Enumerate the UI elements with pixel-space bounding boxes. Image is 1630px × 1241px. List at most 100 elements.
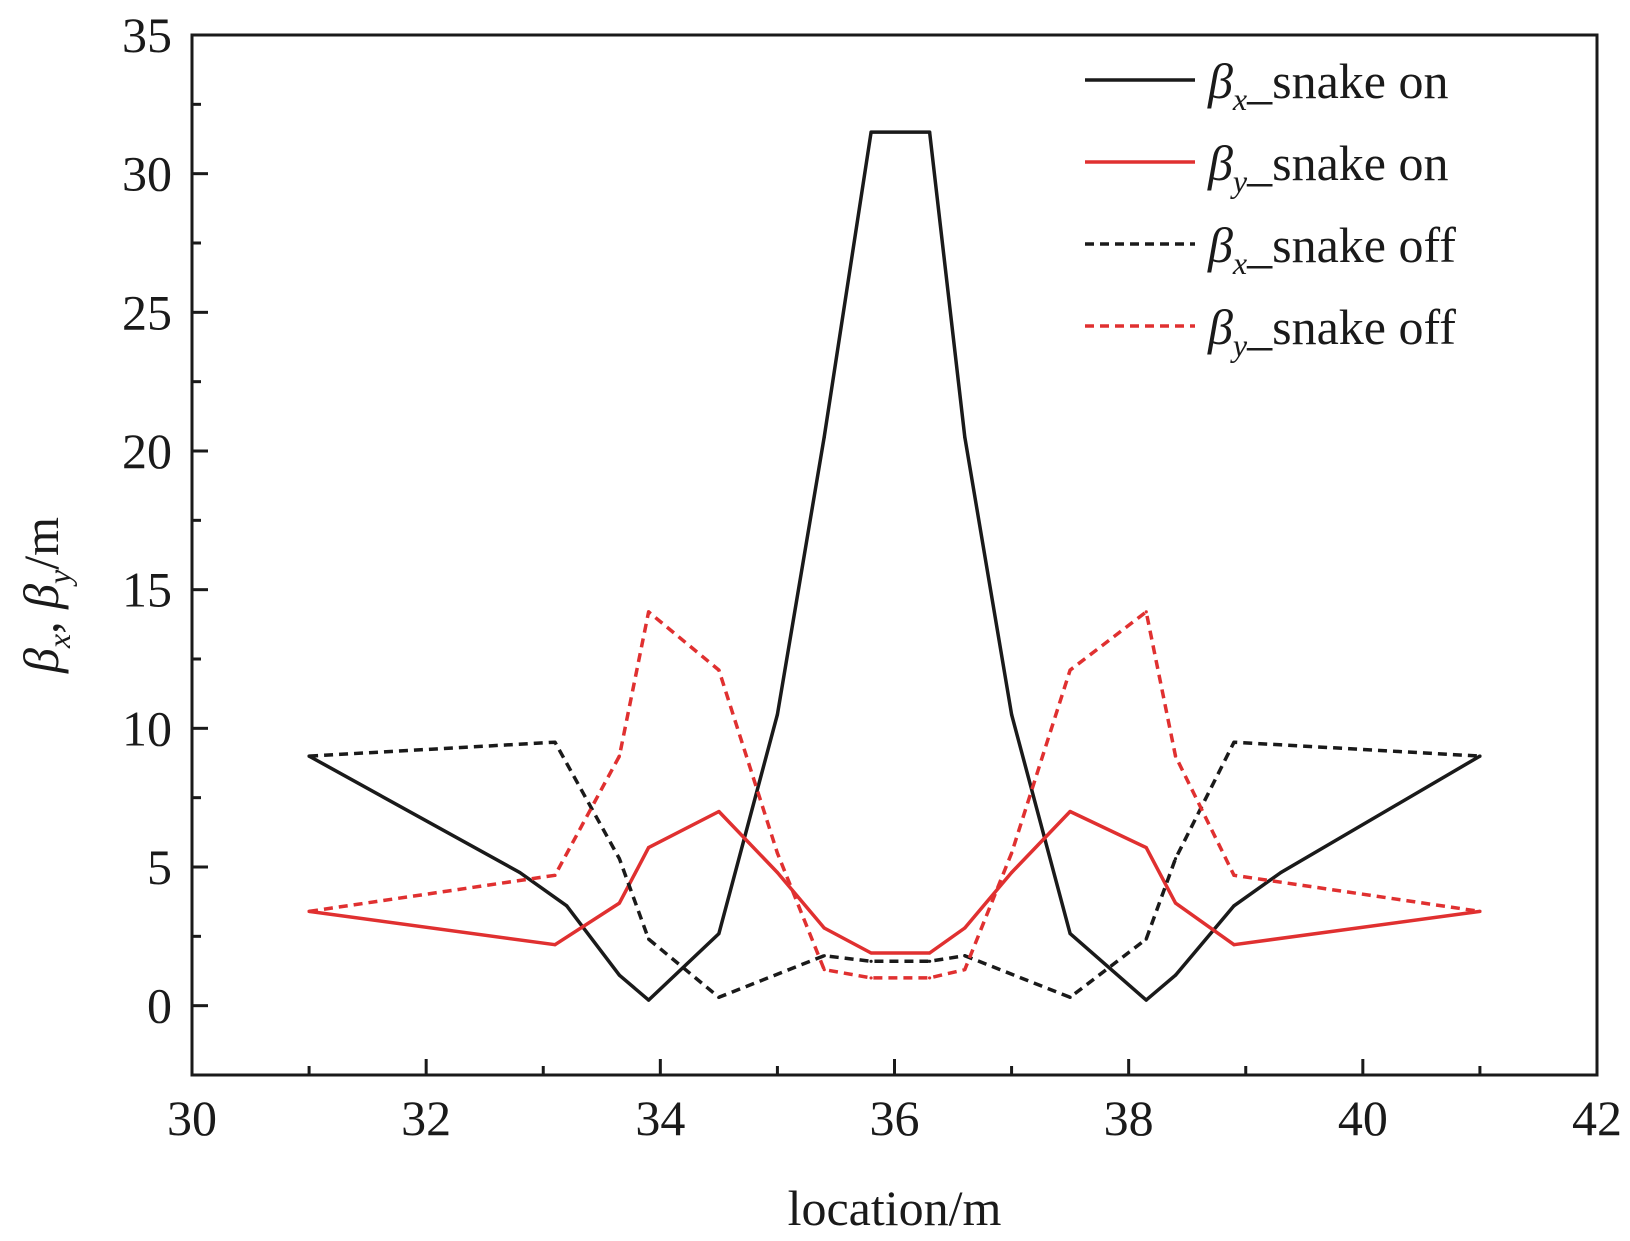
series-3-point [1173, 754, 1178, 758]
series-3-point [963, 968, 967, 972]
legend-text: _snake on [1246, 135, 1448, 191]
series-1-point [928, 951, 932, 955]
series-2-point [1068, 995, 1072, 999]
x-tick-label: 32 [401, 1090, 451, 1146]
x-tick-label: 36 [870, 1090, 920, 1146]
x-tick-label: 42 [1572, 1090, 1622, 1146]
series-1-point [1232, 943, 1236, 947]
series-2-point [928, 959, 932, 963]
series-line-0 [308, 130, 1481, 1002]
series-3-point [1009, 851, 1014, 855]
series-0-point [617, 973, 621, 977]
legend-entry-0: βx_snake on [1085, 53, 1448, 117]
series-2-point [553, 740, 557, 744]
x-tick-label: 38 [1104, 1090, 1154, 1146]
series-1-point [1144, 845, 1148, 850]
legend-text: _snake off [1246, 299, 1456, 355]
series-0-point [869, 130, 873, 134]
series-0-point [647, 998, 651, 1002]
series-3-point [1144, 610, 1148, 614]
series-2 [307, 740, 1482, 1000]
y-tick-label: 25 [122, 284, 172, 340]
series-1-point [647, 845, 651, 850]
series-2-point [963, 954, 967, 958]
y-tick-label: 35 [122, 7, 172, 63]
series-0-point [717, 931, 721, 936]
series-3-point [869, 976, 873, 980]
series-1-point [1009, 870, 1014, 875]
series-0-point [1144, 998, 1148, 1002]
series-3-point [307, 909, 311, 913]
series-1-point [775, 870, 780, 875]
series-2-point [1478, 754, 1482, 758]
series-0-point [1009, 712, 1014, 717]
series-0-point [1068, 931, 1072, 936]
y-tick-label: 30 [122, 146, 172, 202]
series-0-point [822, 435, 826, 439]
x-axis-label: location/m [788, 1180, 1002, 1236]
series-0-point [1279, 870, 1283, 875]
series-3-point [775, 851, 780, 855]
series-2-point [647, 937, 651, 941]
series-2-point [717, 995, 721, 999]
legend-sym: β [1207, 53, 1233, 109]
series-3-point [717, 668, 721, 672]
axes-layer: 30 32 34 36 38 40 4205101520253035location/mβx… [13, 7, 1622, 1236]
series-0-point [1173, 973, 1178, 977]
series-3-point [822, 968, 826, 972]
series-0-point [518, 870, 522, 875]
series-2-point [1173, 857, 1178, 861]
series-2-point [617, 857, 621, 861]
legend-entry-1: βy_snake on [1085, 135, 1448, 199]
series-1-point [717, 809, 721, 814]
series-line-1 [308, 809, 1481, 955]
legend-text: _snake on [1246, 53, 1448, 109]
series-3-point [647, 610, 651, 614]
series-0-point [963, 435, 967, 439]
y-axis-label-sym2: β [13, 584, 69, 610]
series-3-point [617, 754, 621, 758]
y-axis-label-unit: /m [13, 517, 69, 570]
series-line-3 [308, 610, 1481, 980]
legend-sym: β [1207, 217, 1233, 273]
legend-sub: y [1230, 327, 1248, 363]
y-tick-label: 20 [122, 423, 172, 479]
series-3 [307, 610, 1482, 980]
x-tick-label: 40 [1338, 1090, 1388, 1146]
series-layer [307, 130, 1482, 1002]
series-1-point [869, 951, 873, 955]
legend-entry-2: βx_snake off [1085, 217, 1456, 281]
series-line-2 [309, 740, 1480, 1000]
legend-label-3: βy_snake off [1207, 299, 1456, 363]
x-tick-label: 30 [167, 1090, 217, 1146]
legend-label-2: βx_snake off [1207, 217, 1456, 281]
legend-entry-3: βy_snake off [1085, 299, 1456, 363]
y-tick-label: 0 [147, 978, 172, 1034]
series-1-point [1068, 809, 1072, 814]
legend-sym: β [1207, 299, 1233, 355]
y-tick-label: 5 [147, 839, 172, 895]
series-1-point [553, 943, 557, 947]
series-3-point [928, 976, 932, 980]
legend-label-1: βy_snake on [1207, 135, 1448, 199]
series-0-point [1232, 904, 1236, 908]
legend-text: _snake off [1246, 217, 1456, 273]
series-3-point [1068, 668, 1072, 672]
series-0-point [928, 130, 932, 134]
y-axis-label-sym1: β [13, 648, 69, 674]
y-axis-label-sep: , [13, 609, 69, 634]
series-2-point [1144, 937, 1148, 941]
y-axis-label-sub1: x [41, 634, 77, 649]
series-0-point [565, 904, 569, 908]
series-1-point [1173, 901, 1178, 905]
series-2-point [822, 954, 826, 958]
legend-sub: y [1230, 163, 1248, 199]
series-3-point [1232, 873, 1236, 877]
series-1-point [822, 926, 826, 930]
series-2-point [307, 754, 311, 758]
series-0-point [775, 712, 780, 717]
x-tick-label: 34 [635, 1090, 685, 1146]
